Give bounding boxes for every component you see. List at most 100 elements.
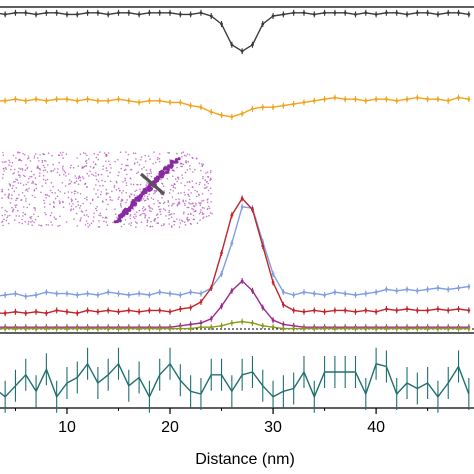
inset-point-151 bbox=[145, 184, 147, 186]
data-point-top-1-11 bbox=[106, 99, 110, 103]
inset-point-146 bbox=[193, 210, 196, 213]
data-point-middle-1-24 bbox=[240, 197, 244, 200]
inset-point-734 bbox=[39, 168, 41, 171]
inset-point-377 bbox=[201, 200, 203, 202]
inset-point-646 bbox=[125, 151, 127, 153]
inset-point-875 bbox=[85, 162, 88, 164]
inset-point-650 bbox=[2, 224, 4, 227]
data-point-middle-3-17 bbox=[168, 327, 172, 330]
data-point-middle-3-27 bbox=[271, 325, 275, 329]
inset-point-836 bbox=[181, 177, 184, 179]
inset-point-158 bbox=[1, 161, 4, 163]
inset-point-666 bbox=[72, 208, 75, 210]
inset-point-252 bbox=[121, 163, 123, 166]
data-point-middle-3-2 bbox=[14, 327, 17, 330]
inset-point-202 bbox=[163, 224, 165, 226]
inset-point-810 bbox=[135, 211, 138, 213]
inset-point-756 bbox=[170, 184, 173, 187]
inset-point-468 bbox=[54, 197, 57, 200]
data-point-middle-0-46 bbox=[467, 285, 471, 288]
inset-point-186 bbox=[152, 162, 154, 165]
inset-point-207 bbox=[115, 180, 118, 183]
inset-point-127 bbox=[50, 221, 52, 223]
data-point-middle-0-31 bbox=[312, 292, 316, 295]
inset-point-807 bbox=[138, 164, 141, 166]
data-point-middle-3-43 bbox=[436, 327, 440, 330]
inset-point-730 bbox=[69, 166, 72, 169]
data-point-top-1-10 bbox=[96, 99, 100, 103]
inset-point-839 bbox=[62, 200, 64, 203]
data-point-middle-3-44 bbox=[446, 327, 450, 330]
inset-point-279 bbox=[171, 203, 174, 205]
inset-point-424 bbox=[85, 209, 88, 212]
inset-point-766 bbox=[150, 210, 152, 213]
inset-point-803 bbox=[100, 214, 102, 217]
inset-point-297 bbox=[165, 215, 167, 217]
data-point-top-1-24 bbox=[240, 112, 244, 115]
inset-point-378 bbox=[116, 216, 118, 219]
inset-point-608 bbox=[177, 201, 180, 204]
inset-point-440 bbox=[143, 166, 145, 169]
inset-point-405 bbox=[198, 162, 201, 165]
data-point-middle-0-14 bbox=[137, 292, 141, 295]
data-point-top-0-2 bbox=[14, 11, 17, 15]
data-point-top-1-17 bbox=[168, 101, 172, 104]
data-point-top-0-15 bbox=[148, 11, 151, 15]
inset-point-92 bbox=[119, 189, 121, 192]
inset-point-110 bbox=[43, 202, 46, 205]
inset-point-421 bbox=[1, 177, 4, 179]
inset-point-783 bbox=[171, 213, 173, 215]
inset-point-113 bbox=[142, 210, 145, 212]
inset-point-879 bbox=[26, 206, 29, 209]
inset-point-355 bbox=[77, 200, 79, 203]
inset-point-135 bbox=[140, 199, 143, 201]
inset-point-722 bbox=[158, 205, 160, 208]
data-point-middle-0-18 bbox=[178, 293, 182, 297]
inset-point-435 bbox=[176, 180, 178, 183]
inset-point-327 bbox=[162, 202, 165, 205]
inset-point-644 bbox=[105, 155, 107, 158]
inset-point-848 bbox=[115, 189, 118, 191]
data-point-middle-0-36 bbox=[364, 292, 368, 295]
data-point-middle-0-6 bbox=[55, 292, 59, 295]
inset-point-509 bbox=[85, 165, 88, 167]
inset-point-841 bbox=[196, 190, 198, 193]
inset-point-446 bbox=[15, 178, 17, 180]
inset-point-318 bbox=[201, 165, 204, 168]
data-point-top-0-38 bbox=[385, 11, 388, 15]
inset-point-412 bbox=[27, 220, 30, 223]
data-point-top-0-34 bbox=[343, 11, 347, 15]
inset-point-364 bbox=[76, 225, 79, 227]
inset-point-607 bbox=[15, 204, 18, 206]
inset-point-818 bbox=[173, 202, 175, 205]
data-point-middle-2-24 bbox=[240, 279, 244, 283]
inset-point-23 bbox=[89, 165, 92, 168]
inset-point-560 bbox=[79, 193, 82, 195]
data-point-middle-0-12 bbox=[117, 292, 120, 295]
inset-point-567 bbox=[168, 192, 171, 194]
data-point-top-1-40 bbox=[405, 97, 409, 101]
data-point-middle-3-35 bbox=[354, 327, 357, 330]
data-point-middle-1-18 bbox=[178, 307, 182, 311]
inset-point-201 bbox=[130, 224, 132, 227]
inset-point-868 bbox=[200, 209, 202, 211]
data-point-top-1-39 bbox=[395, 99, 399, 103]
inset-point-98 bbox=[139, 183, 142, 186]
inset-point-225 bbox=[54, 218, 56, 220]
inset-point-93 bbox=[160, 178, 162, 181]
inset-point-214 bbox=[183, 154, 186, 157]
inset-point-484 bbox=[95, 178, 98, 181]
inset-point-511 bbox=[97, 226, 100, 228]
inset-point-798 bbox=[81, 166, 84, 168]
inset-point-704 bbox=[146, 175, 149, 177]
inset-point-574 bbox=[105, 208, 108, 211]
inset-point-649 bbox=[149, 168, 152, 171]
inset-point-97 bbox=[62, 169, 64, 171]
inset-point-712 bbox=[152, 198, 155, 201]
inset-point-277 bbox=[51, 191, 53, 194]
inset-point-461 bbox=[135, 158, 137, 160]
inset-point-716 bbox=[8, 194, 10, 196]
inset-point-121 bbox=[58, 200, 61, 202]
data-point-middle-1-29 bbox=[292, 309, 296, 312]
inset-rod-point-126 bbox=[148, 186, 152, 190]
